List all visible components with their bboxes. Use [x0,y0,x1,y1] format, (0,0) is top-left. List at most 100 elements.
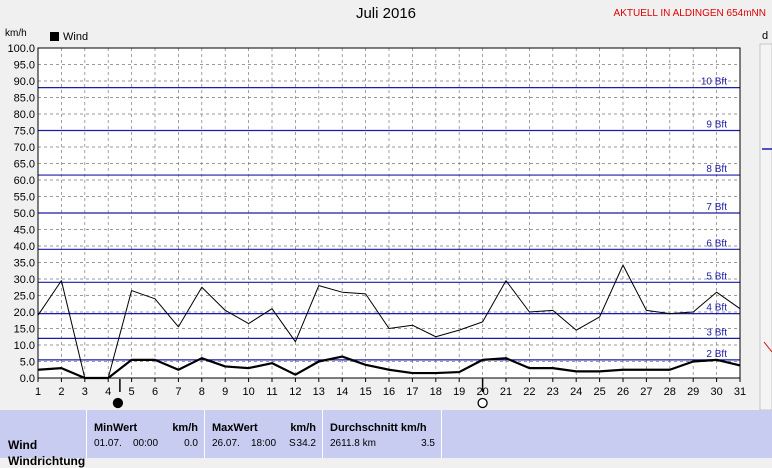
stats-row-label: Wind [8,438,38,452]
x-tick-label: 26 [617,386,629,398]
wind-mean-line [37,355,741,380]
new-moon-icon [112,397,124,409]
x-tick-label: 29 [687,386,699,398]
edge-letter: d [762,30,769,42]
beaufort-label: 10 Bft [701,77,727,88]
y-tick-label: 65.0 [14,159,35,171]
side-panel [759,43,772,410]
x-tick-label: 16 [383,386,395,398]
max-value: 34.2 [296,438,316,449]
x-tick-label: 12 [289,386,301,398]
beaufort-label: 3 Bft [706,327,727,338]
min-unit: km/h [172,422,198,434]
x-tick-label: 24 [570,386,582,398]
y-tick-label: 0.0 [20,373,35,385]
max-direction: S [289,438,296,449]
y-tick-label: 90.0 [14,76,35,88]
x-tick-label: 28 [664,386,676,398]
x-tick-label: 5 [129,386,135,398]
x-tick-label: 8 [199,386,205,398]
chart-title: Juli 2016 [355,5,417,22]
y-tick-labels: 0.0 5.0 10.0 15.0 20.0 25.0 30.0 35.0 40.0 45.0 50… [7,43,35,385]
y-tick-label: 60.0 [14,175,35,187]
x-tick-label: 1 [35,386,41,398]
y-tick-label: 15.0 [14,324,35,336]
stats-panel: Wind Windrichtung MinWert km/h 01.07. 00… [0,410,772,468]
x-tick-label: 14 [336,386,348,398]
y-tick-label: 25.0 [14,291,35,303]
beaufort-label: 5 Bft [706,271,727,282]
stats-avg-cell: Durchschnitt km/h 2611.8 km 3.5 [323,410,442,458]
min-time: 00:00 [133,438,159,449]
x-tick-labels: 1234567891011121314151617181920212223242… [35,378,746,398]
x-tick-label: 19 [453,386,465,398]
max-time: 18:00 [251,438,277,449]
y-tick-label: 95.0 [14,60,35,72]
x-tick-label: 21 [500,386,512,398]
y-tick-label: 75.0 [14,126,35,138]
avg-distance: 2611.8 km [330,438,376,449]
y-tick-label: 40.0 [14,241,35,253]
y-tick-label: 35.0 [14,258,35,270]
y-tick-label: 45.0 [14,225,35,237]
x-tick-label: 23 [547,386,559,398]
station-label: AKTUELL IN ALDINGEN 654mNN [613,8,766,19]
x-tick-label: 25 [593,386,605,398]
x-tick-label: 22 [523,386,535,398]
plot-frame [37,47,741,379]
max-date: 26.07. [212,438,240,449]
x-tick-label: 18 [430,386,442,398]
legend-swatch [50,32,59,41]
y-tick-label: 5.0 [20,357,35,369]
stats-max-cell: MaxWert km/h 26.07. 18:00 S 34.2 [205,410,323,458]
beaufort-lines: 2 Bft 3 Bft 4 Bft 5 Bft 6 Bft 7 Bft 8 Bft 9 Bft… [38,77,740,361]
stats-label-cell: Wind Windrichtung [0,410,87,468]
beaufort-label: 8 Bft [706,164,727,175]
x-tick-label: 11 [266,386,277,398]
x-tick-label: 13 [313,386,325,398]
x-tick-label: 15 [359,386,371,398]
x-tick-label: 6 [152,386,158,398]
moon-markers [112,379,488,409]
y-tick-label: 20.0 [14,307,35,319]
x-tick-label: 30 [710,386,722,398]
wind-chart: 2 Bft 3 Bft 4 Bft 5 Bft 6 Bft 7 Bft 8 Bft 9 Bft… [7,43,772,410]
y-tick-label: 55.0 [14,192,35,204]
x-tick-label: 2 [58,386,64,398]
beaufort-label: 9 Bft [706,120,727,131]
stats-row-label-2: Windrichtung [8,454,86,468]
x-tick-label: 17 [406,386,418,398]
full-moon-icon [477,397,488,409]
beaufort-label: 4 Bft [706,303,727,314]
min-value: 0.0 [184,438,198,449]
max-header: MaxWert [212,422,258,434]
y-tick-label: 85.0 [14,93,35,105]
y-axis-unit: km/h [5,28,27,39]
y-tick-label: 10.0 [14,340,35,352]
x-tick-label: 9 [222,386,228,398]
min-date: 01.07. [94,438,122,449]
max-unit: km/h [290,422,316,434]
x-tick-label: 31 [734,386,746,398]
y-tick-label: 70.0 [14,142,35,154]
beaufort-label: 6 Bft [706,238,727,249]
beaufort-label: 7 Bft [706,202,727,213]
wind-gust-line [37,264,741,379]
side-panel-marker-red [763,341,772,353]
min-header: MinWert [94,422,138,434]
x-tick-label: 10 [242,386,254,398]
series [37,264,741,380]
avg-header: Durchschnitt km/h [330,422,427,434]
y-tick-label: 50.0 [14,208,35,220]
x-tick-label: 3 [82,386,88,398]
stats-min-cell: MinWert km/h 01.07. 00:00 0.0 [87,410,205,458]
x-tick-label: 4 [105,386,111,398]
y-tick-label: 30.0 [14,274,35,286]
x-tick-label: 27 [640,386,652,398]
x-tick-label: 7 [175,386,181,398]
y-tick-label: 100.0 [7,43,35,55]
legend-label: Wind [63,31,89,43]
legend: Wind [50,31,88,43]
beaufort-label: 2 Bft [706,349,727,360]
avg-value: 3.5 [421,438,435,449]
